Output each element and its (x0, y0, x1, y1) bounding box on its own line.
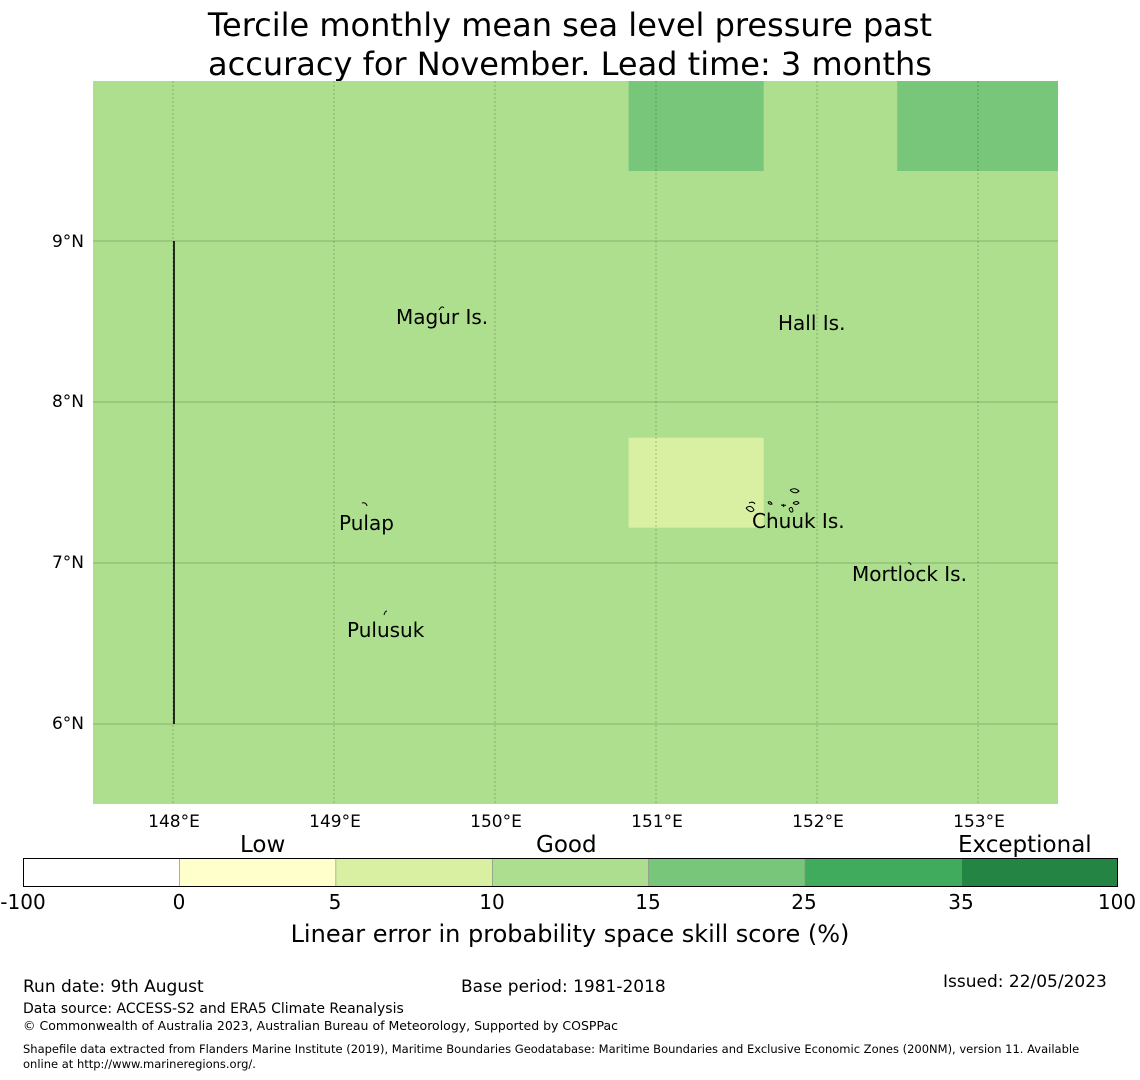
lat-tick-8n: 8°N (51, 392, 84, 412)
graticule (93, 81, 1058, 804)
lon-tick-152e: 152°E (792, 812, 844, 832)
island-magur (438, 306, 445, 311)
lon-tick-151e: 151°E (631, 812, 683, 832)
island-pulusuk (383, 610, 388, 616)
colorbar-segment-1 (179, 857, 337, 888)
colorbar-segment-4 (648, 857, 806, 888)
colorbar-tick-35: 35 (948, 890, 974, 914)
skill-cell-2 (628, 437, 764, 528)
category-exceptional: Exceptional (958, 832, 1092, 858)
category-good: Good (536, 832, 597, 858)
skill-cell-1 (897, 81, 1058, 171)
category-low: Low (240, 832, 286, 858)
place-label-chuuk: Chuuk Is. (752, 509, 845, 533)
data-source: Data source: ACCESS-S2 and ERA5 Climate … (23, 1001, 404, 1017)
copyright-notice: © Commonwealth of Australia 2023, Austra… (23, 1018, 618, 1033)
shapefile-credit-line-2: online at http://www.marineregions.org/. (23, 1057, 256, 1071)
colorbar-outline (23, 858, 1118, 887)
colorbar-tick-minus100: -100 (0, 890, 46, 914)
island-mortlock (907, 562, 912, 566)
colorbar (22, 857, 1119, 888)
title-line-2: accuracy for November. Lead time: 3 mont… (208, 45, 932, 83)
island-pulap (361, 502, 368, 507)
colorbar-tick-15: 15 (635, 890, 661, 914)
colorbar-tick-10: 10 (479, 890, 505, 914)
skill-cell-0 (628, 81, 764, 171)
lon-tick-149e: 149°E (309, 812, 361, 832)
place-label-mortlock: Mortlock Is. (852, 562, 967, 586)
lon-tick-153e: 153°E (953, 812, 1005, 832)
colorbar-tick-0: 0 (172, 890, 186, 914)
colorbar-segment-0 (22, 857, 180, 888)
colorbar-canvas (22, 857, 1119, 888)
lat-tick-6n: 6°N (51, 714, 84, 734)
colorbar-segment-2 (335, 857, 493, 888)
lat-tick-7n: 7°N (51, 553, 84, 573)
base-period: Base period: 1981-2018 (461, 977, 666, 997)
colorbar-segment-3 (491, 857, 650, 888)
colorbar-tick-100: 100 (1097, 890, 1137, 914)
island-chuuk (745, 488, 800, 513)
place-label-pulap: Pulap (339, 511, 394, 535)
shapefile-credit-line-1: Shapefile data extracted from Flanders M… (23, 1042, 1080, 1056)
lon-tick-148e: 148°E (148, 812, 200, 832)
place-label-pulusuk: Pulusuk (347, 618, 425, 642)
place-label-magur: Magur Is. (396, 305, 489, 329)
skill-cells (628, 81, 1058, 528)
run-date: Run date: 9th August (23, 977, 204, 997)
colorbar-segment-6 (961, 857, 1119, 888)
colorbar-segments (22, 857, 1119, 888)
lat-tick-9n: 9°N (51, 232, 84, 252)
place-label-hall: Hall Is. (778, 311, 846, 335)
colorbar-segment-5 (804, 857, 962, 888)
colorbar-label: Linear error in probability space skill … (290, 920, 850, 948)
colorbar-tick-5: 5 (328, 890, 342, 914)
lon-tick-150e: 150°E (470, 812, 522, 832)
map-canvas (93, 81, 1058, 804)
colorbar-tick-25: 25 (791, 890, 817, 914)
island-outlines (361, 306, 912, 616)
map-background (93, 81, 1058, 804)
skill-map (93, 81, 1058, 804)
map-title: Tercile monthly mean sea level pressure … (0, 6, 1140, 84)
title-line-1: Tercile monthly mean sea level pressure … (207, 6, 933, 44)
issued-date: Issued: 22/05/2023 (943, 972, 1107, 992)
